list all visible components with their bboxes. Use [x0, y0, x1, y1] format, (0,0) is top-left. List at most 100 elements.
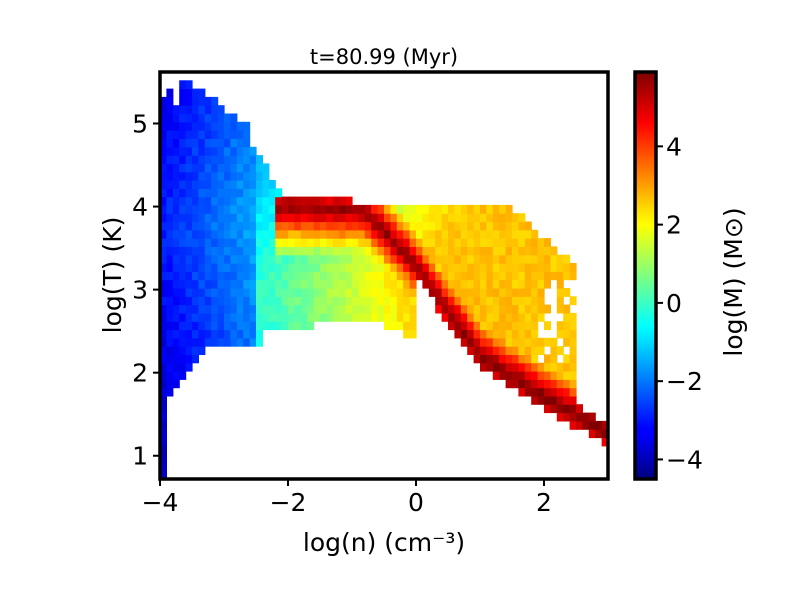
- heatmap-cell: [236, 304, 244, 314]
- heatmap-cell: [524, 304, 532, 314]
- heatmap-cell: [544, 271, 551, 281]
- heatmap-cell: [531, 337, 539, 347]
- tick-label: 2: [536, 488, 552, 517]
- heatmap-cell: [352, 204, 359, 214]
- heatmap-cell: [166, 229, 174, 239]
- heatmap-cell: [556, 379, 564, 389]
- tick-label: −4: [142, 488, 179, 517]
- heatmap-cell: [166, 337, 174, 347]
- heatmap-cell: [460, 271, 468, 281]
- heatmap-cell: [217, 288, 225, 297]
- heatmap-cell: [390, 304, 398, 314]
- heatmap-cell: [364, 221, 372, 231]
- heatmap-cell: [550, 263, 558, 272]
- heatmap-cell: [454, 229, 462, 239]
- heatmap-cell: [217, 279, 225, 289]
- heatmap-cell: [243, 329, 251, 339]
- heatmap-cell: [236, 288, 244, 297]
- heatmap-cell: [320, 254, 327, 264]
- heatmap-cell: [454, 321, 462, 331]
- heatmap-cell: [448, 296, 455, 306]
- heatmap-cell: [422, 229, 430, 239]
- heatmap-cell: [172, 354, 180, 364]
- heatmap-cell: [512, 271, 519, 281]
- heatmap-cell: [364, 213, 372, 223]
- heatmap-cell: [192, 204, 199, 214]
- heatmap-cell: [371, 279, 379, 289]
- heatmap-cell: [211, 246, 219, 256]
- heatmap-cell: [409, 271, 417, 281]
- heatmap-cell: [556, 321, 564, 331]
- heatmap-cell: [211, 288, 219, 297]
- heatmap-cell: [550, 387, 558, 397]
- heatmap-cell: [524, 229, 532, 239]
- heatmap-cell: [339, 271, 347, 281]
- heatmap-cell: [550, 246, 558, 256]
- heatmap-cell: [172, 130, 180, 139]
- heatmap-cell: [499, 204, 507, 214]
- heatmap-cell: [236, 263, 244, 272]
- heatmap-cell: [512, 304, 519, 314]
- heatmap-cell: [435, 271, 443, 281]
- y-axis-label: log(T) (K): [98, 217, 127, 334]
- heatmap-cell: [172, 321, 180, 331]
- heatmap-cell: [236, 246, 244, 256]
- heatmap-cell: [320, 263, 327, 272]
- heatmap-cell: [352, 246, 359, 256]
- heatmap-cell: [326, 229, 334, 239]
- heatmap-cell: [307, 246, 315, 256]
- heatmap-cell: [294, 204, 302, 214]
- heatmap-cell: [262, 204, 270, 214]
- heatmap-cell: [480, 271, 487, 281]
- heatmap-cell: [294, 296, 302, 306]
- heatmap-cell: [172, 271, 180, 281]
- heatmap-cell: [256, 188, 263, 198]
- heatmap-cell: [313, 221, 321, 231]
- heatmap-cell: [428, 254, 436, 264]
- heatmap-cell: [441, 271, 449, 281]
- heatmap-cell: [518, 362, 526, 372]
- heatmap-cell: [377, 238, 385, 247]
- heatmap-cell: [179, 204, 187, 214]
- heatmap-cell: [409, 221, 417, 231]
- heatmap-cell: [537, 379, 545, 389]
- heatmap-cell: [518, 387, 526, 397]
- heatmap-cell: [505, 238, 513, 247]
- heatmap-cell: [211, 113, 219, 123]
- heatmap-cell: [192, 130, 199, 139]
- heatmap-cell: [435, 263, 443, 272]
- heatmap-cell: [224, 288, 231, 297]
- heatmap-cells: [160, 80, 608, 479]
- heatmap-cell: [531, 229, 539, 239]
- heatmap-cell: [544, 304, 551, 314]
- heatmap-cell: [217, 329, 225, 339]
- heatmap-cell: [230, 246, 238, 256]
- heatmap-cell: [531, 395, 539, 405]
- heatmap-cell: [256, 279, 263, 289]
- heatmap-cell: [198, 171, 206, 181]
- heatmap-cell: [256, 321, 263, 331]
- heatmap-cell: [160, 188, 167, 198]
- heatmap-cell: [185, 362, 193, 372]
- heatmap-cell: [428, 238, 436, 247]
- heatmap-cell: [486, 288, 494, 297]
- heatmap-cell: [204, 263, 212, 272]
- heatmap-cell: [224, 155, 231, 164]
- heatmap-cell: [531, 379, 539, 389]
- heatmap-cell: [249, 329, 257, 339]
- heatmap-cell: [236, 121, 244, 131]
- heatmap-cell: [563, 404, 571, 414]
- heatmap-cell: [563, 263, 571, 272]
- heatmap-cell: [288, 312, 295, 322]
- heatmap-cell: [326, 196, 334, 206]
- heatmap-cell: [396, 213, 404, 223]
- heatmap-cell: [313, 246, 321, 256]
- heatmap-cell: [294, 238, 302, 247]
- heatmap-cell: [204, 196, 212, 206]
- heatmap-cell: [512, 279, 519, 289]
- heatmap-cell: [486, 271, 494, 281]
- heatmap-cell: [544, 387, 551, 397]
- heatmap-cell: [531, 312, 539, 322]
- tick-label: 0: [666, 289, 682, 318]
- heatmap-cell: [198, 163, 206, 173]
